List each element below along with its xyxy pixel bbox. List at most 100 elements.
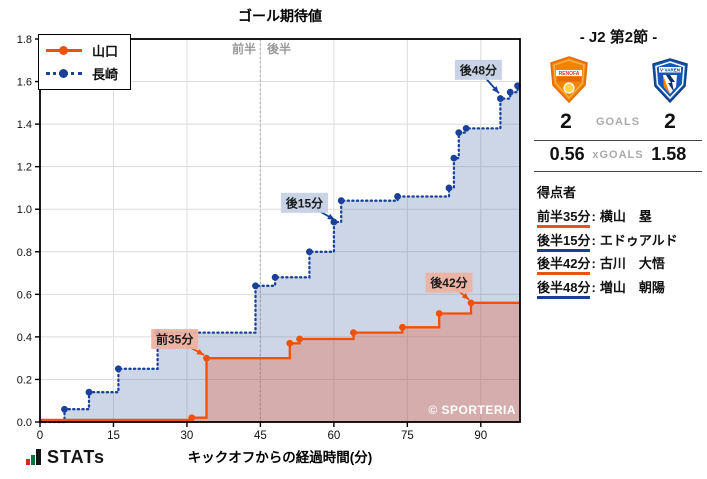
- annotation-label: 後48分: [460, 62, 497, 77]
- match-title: - J2 第2節 -: [579, 29, 658, 46]
- scorer-row: 前半35分: 横山 塁: [537, 206, 678, 230]
- legend-label-home: 山口: [92, 44, 119, 59]
- scorer-name: 古川 大悟: [599, 256, 665, 271]
- goals-row: 2 GOALS 2: [534, 110, 702, 134]
- away-data-point: [114, 365, 122, 373]
- svg-text:RENOFA: RENOFA: [559, 71, 580, 77]
- sporteria-watermark: © SPORTERIA: [428, 403, 516, 417]
- home-data-point: [203, 354, 210, 362]
- y-tick-label: 0.0: [17, 417, 32, 429]
- away-data-point: [455, 129, 463, 137]
- home-goals: 2: [560, 110, 572, 133]
- y-tick-label: 1.4: [17, 119, 32, 131]
- home-data-point: [296, 335, 303, 343]
- x-tick-label: 75: [401, 430, 414, 442]
- chart-legend: 山口 長崎: [38, 34, 132, 90]
- annotation-box: [151, 329, 199, 350]
- divider: [534, 140, 702, 141]
- home-data-point: [188, 414, 196, 422]
- away-data-point: [252, 282, 259, 290]
- plot-frame: [39, 38, 521, 423]
- home-line-sample: [46, 45, 82, 57]
- annotation-box: [454, 59, 502, 80]
- stats-logo: STATs: [26, 447, 105, 467]
- legend-label-away: 長崎: [92, 67, 119, 82]
- bar-chart-icon: [26, 449, 41, 465]
- match-summary-panel: - J2 第2節 - RENOFA V·VAREN 2 GOALS 2 0.56…: [530, 0, 707, 479]
- second-half-label: 後半: [267, 42, 292, 56]
- home-data-point: [435, 310, 443, 317]
- chart-title: ゴール期待値: [238, 8, 322, 24]
- renofa-yamaguchi-crest-icon: RENOFA: [550, 56, 588, 103]
- away-data-point: [445, 184, 453, 192]
- away-xgoals: 1.58: [651, 144, 687, 164]
- xgoals-label: xGOALS: [592, 148, 644, 161]
- scorer-time: 後半42分: [537, 256, 591, 275]
- scorer-time: 前半35分: [537, 209, 591, 228]
- x-tick-label: 30: [181, 430, 194, 442]
- away-data-point: [330, 218, 338, 226]
- annotation-arrowhead: [492, 86, 499, 94]
- scorer-name: 増山 朝陽: [599, 279, 665, 295]
- stats-logo-text: STATs: [47, 447, 105, 467]
- x-tick-label: 0: [37, 430, 43, 442]
- away-data-point: [305, 248, 313, 256]
- v-varen-nagasaki-crest-icon: V·VAREN: [652, 58, 688, 103]
- y-tick-label: 0.8: [17, 247, 32, 259]
- scorer-name: エドゥアルド: [599, 232, 678, 248]
- away-data-point: [462, 124, 470, 132]
- annotation-arrowhead: [196, 348, 205, 355]
- scorer-name: 横山 塁: [599, 209, 652, 224]
- annotation-box: [280, 192, 328, 213]
- home-data-point: [350, 329, 357, 337]
- away-data-point: [394, 193, 401, 200]
- y-tick-label: 0.6: [17, 289, 32, 301]
- y-tick-label: 1.6: [17, 77, 32, 89]
- away-data-point: [271, 273, 279, 281]
- goals-label: GOALS: [595, 116, 641, 128]
- away-line-sample: [46, 68, 82, 80]
- legend-item-home: 山口: [46, 39, 118, 62]
- x-tick-label: 15: [107, 430, 120, 442]
- home-xg-area: [40, 302, 520, 422]
- home-xg-line: [40, 301, 520, 422]
- svg-text:V·VAREN: V·VAREN: [660, 68, 680, 73]
- annotation-label: 前35分: [156, 332, 193, 347]
- home-data-point: [467, 299, 475, 307]
- annotation-label: 後15分: [286, 195, 323, 210]
- x-axis-label: キックオフからの経過時間(分): [187, 450, 373, 465]
- scorers-title: 得点者: [537, 185, 577, 200]
- annotation-box: [425, 272, 473, 293]
- y-tick-label: 1.2: [17, 162, 32, 174]
- y-tick-label: 0.2: [17, 374, 32, 386]
- y-tick-label: 0.4: [17, 332, 32, 344]
- away-data-point: [497, 95, 504, 102]
- x-tick-label: 90: [474, 430, 487, 442]
- away-goals: 2: [664, 110, 676, 133]
- away-xg-line: [38, 84, 522, 424]
- divider: [534, 171, 702, 172]
- annotation-arrowhead: [327, 213, 335, 220]
- away-data-point: [85, 388, 93, 396]
- scorer-row: 後半48分: 増山 朝陽: [537, 277, 678, 301]
- x-tick-label: 60: [327, 430, 340, 442]
- xgoals-row: 0.56 xGOALS 1.58: [534, 144, 702, 165]
- away-data-point: [61, 405, 68, 413]
- away-data-point: [337, 197, 345, 205]
- annotation-label: 後42分: [430, 275, 467, 290]
- scorer-row: 後半15分: エドゥアルド: [537, 230, 678, 254]
- legend-item-away: 長崎: [46, 62, 118, 85]
- annotation-arrowhead: [461, 292, 470, 300]
- x-tick-label: 45: [254, 430, 267, 442]
- home-data-point: [399, 323, 406, 331]
- y-tick-label: 1.0: [17, 204, 32, 216]
- away-data-point: [506, 88, 514, 96]
- scorers-list: 前半35分: 横山 塁後半15分: エドゥアルド 後半42分: 古川 大悟 後半48分: 増…: [537, 206, 678, 300]
- scorer-time: 後半48分: [537, 279, 591, 299]
- y-tick-label: 1.8: [17, 34, 32, 46]
- home-xgoals: 0.56: [549, 144, 585, 164]
- first-half-label: 前半: [231, 42, 256, 56]
- scorer-time: 後半15分: [537, 232, 591, 252]
- away-data-point: [450, 154, 458, 162]
